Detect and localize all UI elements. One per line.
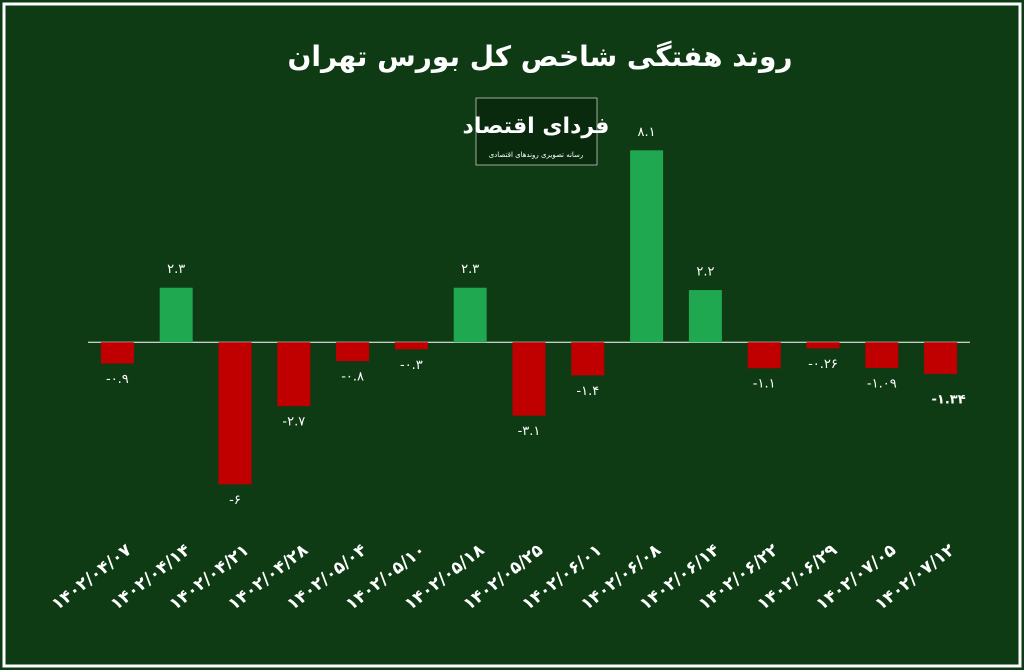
bar — [924, 342, 958, 374]
value-label: -۳.۱ — [518, 424, 541, 439]
value-label: -۱.۱ — [753, 377, 776, 392]
bar — [512, 342, 546, 416]
bar — [688, 290, 722, 343]
value-label: -۰.۹ — [106, 372, 129, 387]
bar — [218, 342, 252, 485]
value-label: -۶ — [229, 493, 241, 508]
value-label: ۲.۳ — [461, 262, 479, 277]
value-label: -۱.۰۹ — [867, 377, 897, 392]
value-label: ۲.۳ — [167, 262, 185, 277]
bar — [453, 287, 487, 343]
bar — [865, 342, 899, 369]
bar — [159, 287, 193, 343]
value-label: -۰.۲۶ — [808, 357, 838, 372]
bar — [336, 342, 370, 362]
value-label: -۰.۸ — [341, 370, 364, 385]
bar — [277, 342, 311, 407]
chart-title: روند هفتگی شاخص کل بورس تهران — [288, 40, 793, 73]
logo-box — [475, 97, 598, 166]
value-label: -۱.۴ — [576, 384, 599, 399]
bar — [394, 342, 428, 350]
value-label: ۲.۲ — [696, 265, 714, 280]
value-label: -۲.۷ — [282, 415, 305, 430]
bar — [630, 150, 664, 343]
logo-tagline: رسانه تصویری روندهای اقتصادی — [489, 151, 584, 159]
bar — [747, 342, 781, 369]
logo-name: فردای اقتصاد — [463, 114, 610, 139]
value-label: ۸.۱ — [638, 125, 656, 140]
value-label: -۱.۳۴ — [932, 392, 966, 407]
bar — [806, 342, 840, 349]
bar — [100, 342, 134, 364]
value-label: -۰.۳ — [400, 358, 423, 373]
bar — [571, 342, 605, 376]
